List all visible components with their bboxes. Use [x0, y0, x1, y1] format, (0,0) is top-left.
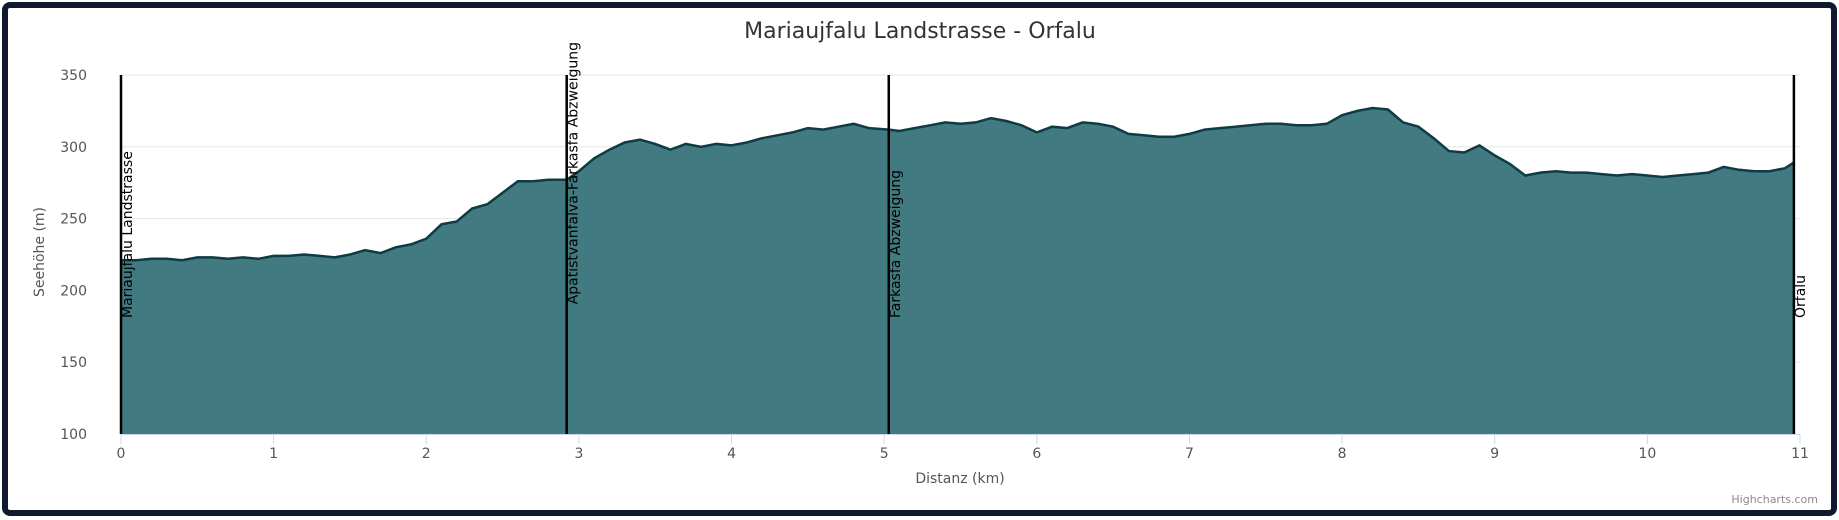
waypoint-label-4: Orfalu: [1793, 275, 1809, 318]
y-tick-label-250: 250: [60, 212, 87, 228]
y-tick-label-350: 350: [60, 68, 87, 84]
x-tick-label-11: 11: [1791, 446, 1809, 462]
elevation-line: [121, 106, 1795, 262]
x-tick-label-1: 1: [269, 446, 278, 462]
x-tick-label-10: 10: [1638, 446, 1656, 462]
y-tick-label-100: 100: [60, 427, 87, 443]
waypoint-label-2: Apatistvanfalva-Farkasfa Abzweigung: [566, 42, 582, 304]
x-tick-label-0: 0: [117, 446, 126, 462]
waypoint-label-1: Mariaujfalu Landstrasse: [120, 151, 136, 318]
x-tick-label-4: 4: [727, 446, 736, 462]
waypoint-markers: Mariaujfalu Landstrasse Apatistvanfalva-F…: [119, 42, 1809, 434]
y-tick-label-300: 300: [60, 140, 87, 156]
highcharts-credit[interactable]: Highcharts.com: [1731, 493, 1818, 506]
x-tick-label-9: 9: [1490, 446, 1499, 462]
x-tick-label-6: 6: [1032, 446, 1041, 462]
y-tick-label-150: 150: [60, 355, 87, 371]
waypoint-label-3: Farkasfa Abzweigung: [888, 170, 904, 318]
y-tick-label-200: 200: [60, 283, 87, 299]
y-axis-title: Seehöhe (m): [32, 207, 48, 297]
y-axis-ticks: 100 150 200 250 300 350: [60, 68, 87, 443]
x-tick-label-5: 5: [880, 446, 889, 462]
chart-title: Mariaujfalu Landstrasse - Orfalu: [744, 19, 1096, 44]
x-axis-ticks: 0 1 2 3 4 5 6 7 8 9 10 11: [117, 434, 1809, 462]
x-axis-title: Distanz (km): [915, 471, 1004, 487]
elevation-area: [121, 108, 1794, 434]
x-tick-label-8: 8: [1338, 446, 1347, 462]
x-tick-label-3: 3: [574, 446, 583, 462]
x-tick-label-7: 7: [1185, 446, 1194, 462]
x-tick-label-2: 2: [422, 446, 431, 462]
